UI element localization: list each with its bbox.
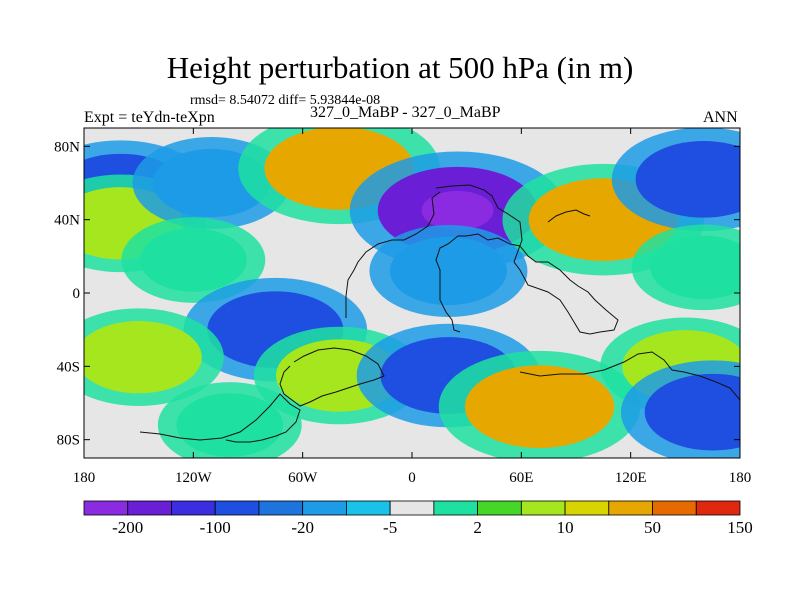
coastline-southern-ocean — [519, 351, 740, 401]
colorbar-swatch — [214, 500, 260, 516]
colorbar-swatch — [477, 500, 522, 516]
colorbar-swatch — [608, 500, 653, 516]
chart-title: Height perturbation at 500 hPa (in m) — [166, 50, 634, 85]
field-core — [140, 228, 247, 292]
colorbar-swatch — [302, 500, 347, 516]
x-tick-label: 120E — [615, 470, 647, 486]
y-tick-label: 80N — [54, 139, 80, 155]
contour-field-layer — [84, 128, 740, 458]
colorbar-label: 150 — [727, 518, 753, 537]
colorbar-swatch — [433, 500, 479, 516]
colorbar-swatch — [127, 500, 172, 516]
field-peak — [569, 201, 637, 239]
axes-layer: 180 120W 60W 0 60E 120E 180 80N 40N 0 40S 80S — [54, 128, 751, 486]
colorbar-swatch — [345, 500, 391, 516]
y-tick-label: 40N — [54, 213, 80, 229]
colorbar-swatch — [695, 500, 741, 516]
colorbar-label: -200 — [112, 518, 143, 537]
field-peak — [305, 149, 373, 187]
x-tick-label: 180 — [73, 470, 96, 486]
coastline-africa — [435, 184, 619, 335]
x-tick-label: 120W — [175, 470, 213, 486]
colorbar-swatch — [389, 500, 435, 516]
colorbar: -200 -100 -20 -5 2 10 50 150 — [83, 500, 753, 537]
coastline-antarctica — [139, 393, 301, 443]
y-tick-label: 40S — [57, 359, 80, 375]
field-core — [389, 236, 507, 306]
colorbar-label: 2 — [473, 518, 482, 537]
y-tick-label: 0 — [73, 286, 81, 302]
x-tick-label: 180 — [729, 470, 752, 486]
field-core — [644, 373, 740, 451]
colorbar-label: 10 — [557, 518, 574, 537]
colorbar-label: -100 — [200, 518, 231, 537]
coastline-americas — [345, 191, 441, 318]
colorbar-swatch — [520, 500, 566, 516]
colorbar-label: 50 — [644, 518, 661, 537]
y-tick-label: 80S — [57, 433, 80, 449]
colorbar-swatch — [652, 500, 697, 516]
field-peak — [505, 388, 574, 426]
x-tick-label: 0 — [408, 470, 416, 486]
experiment-label: Expt = teYdn-teXpn — [84, 109, 215, 126]
colorbar-label: -20 — [291, 518, 314, 537]
coastline-asia — [547, 209, 591, 223]
colorbar-swatch — [171, 500, 216, 516]
colorbar-label: -5 — [383, 518, 397, 537]
x-tick-label: 60W — [288, 470, 318, 486]
coastline-layer — [139, 184, 740, 443]
field-core — [176, 393, 284, 457]
field-core — [650, 235, 740, 300]
season-label: ANN — [703, 109, 738, 126]
field-core — [635, 140, 740, 218]
colorbar-swatch — [83, 500, 129, 516]
colorbar-swatch — [258, 500, 304, 516]
field-peak — [421, 190, 494, 231]
case-label: 327_0_MaBP - 327_0_MaBP — [310, 104, 501, 121]
colorbar-swatch — [564, 500, 610, 516]
field-core — [84, 321, 202, 394]
x-tick-label: 60E — [509, 470, 533, 486]
coastline-south-america — [279, 347, 385, 407]
rmsd-stats: rmsd= 8.54072 diff= 5.93844e-08 — [190, 93, 381, 108]
